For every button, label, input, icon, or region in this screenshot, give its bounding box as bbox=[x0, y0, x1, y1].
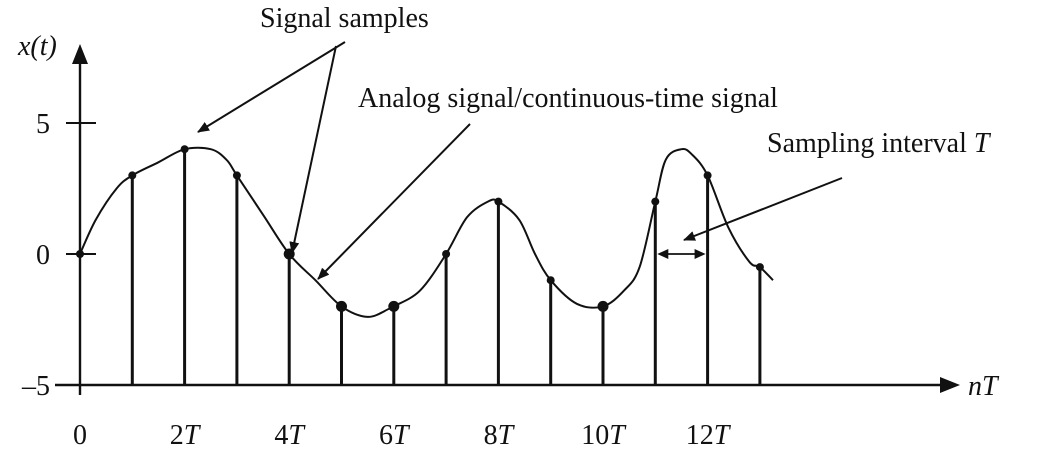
y-axis-arrow bbox=[72, 44, 88, 64]
x-tick-label: 10T bbox=[581, 420, 627, 450]
y-axis-title: x(t) bbox=[17, 31, 57, 62]
x-axis-arrow bbox=[940, 377, 960, 393]
sample-dot bbox=[336, 300, 347, 312]
signal-samples-arrow-2 bbox=[289, 45, 337, 254]
sample-stems bbox=[130, 149, 762, 385]
x-tick-number: 4 bbox=[274, 420, 288, 450]
x-tick-unit: T bbox=[498, 420, 516, 450]
sample-dot bbox=[703, 171, 712, 180]
sample-dot bbox=[76, 250, 84, 258]
sample-dot bbox=[755, 263, 764, 272]
sampling-interval-label: Sampling interval T bbox=[767, 128, 992, 159]
signal-samples-label: Signal samples bbox=[260, 3, 429, 34]
x-tick-unit: T bbox=[393, 420, 411, 450]
x-tick-label: 2T bbox=[170, 420, 202, 450]
x-tick-label: 4T bbox=[274, 420, 306, 450]
y-ticks: 5 0 –5 bbox=[21, 109, 96, 402]
x-tick-label: 12T bbox=[686, 420, 732, 450]
sample-dot bbox=[180, 145, 189, 154]
x-axis-title: nT bbox=[968, 371, 1000, 402]
analog-signal-curve bbox=[79, 146, 774, 318]
x-ticks: 0 2T 4T 6T 8T 10T 12T bbox=[73, 420, 732, 450]
analog-signal-label: Analog signal/continuous-time signal bbox=[358, 83, 778, 114]
x-tick-unit: T bbox=[184, 420, 202, 450]
x-tick-number: 8 bbox=[484, 420, 498, 450]
signal-samples-arrow-1 bbox=[197, 41, 346, 133]
x-tick-unit: T bbox=[288, 420, 306, 450]
sample-dot bbox=[651, 197, 660, 206]
sampling-interval-arrow bbox=[683, 177, 843, 241]
sample-dots bbox=[76, 145, 764, 312]
interval-arrowhead-left bbox=[657, 249, 669, 259]
y-tick-label: 0 bbox=[36, 240, 50, 271]
x-tick-number: 12 bbox=[686, 420, 714, 450]
sample-dot bbox=[546, 276, 555, 285]
sample-dot bbox=[232, 171, 241, 180]
sample-dot bbox=[597, 300, 609, 312]
x-tick-number: 10 bbox=[581, 420, 609, 450]
sampling-interval-symbol: T bbox=[974, 128, 992, 159]
y-tick-label: –5 bbox=[21, 371, 50, 402]
sample-dot bbox=[442, 250, 451, 258]
x-tick-label: 6T bbox=[379, 420, 411, 450]
x-tick-number: 0 bbox=[73, 420, 87, 450]
x-tick-unit: T bbox=[609, 420, 627, 450]
x-tick-label: 8T bbox=[484, 420, 516, 450]
x-tick-unit: T bbox=[714, 420, 732, 450]
analog-signal-arrow bbox=[317, 123, 471, 280]
y-tick-label: 5 bbox=[36, 109, 50, 140]
sampling-interval-bracket bbox=[657, 249, 706, 259]
x-tick-label: 0 bbox=[73, 420, 87, 450]
sampling-interval-text: Sampling interval bbox=[767, 128, 974, 159]
sample-dot bbox=[128, 171, 137, 180]
sample-dot bbox=[388, 300, 400, 312]
x-tick-number: 6 bbox=[379, 420, 393, 450]
x-tick-number: 2 bbox=[170, 420, 184, 450]
interval-arrowhead-right bbox=[694, 249, 706, 259]
sample-dot bbox=[494, 197, 503, 206]
